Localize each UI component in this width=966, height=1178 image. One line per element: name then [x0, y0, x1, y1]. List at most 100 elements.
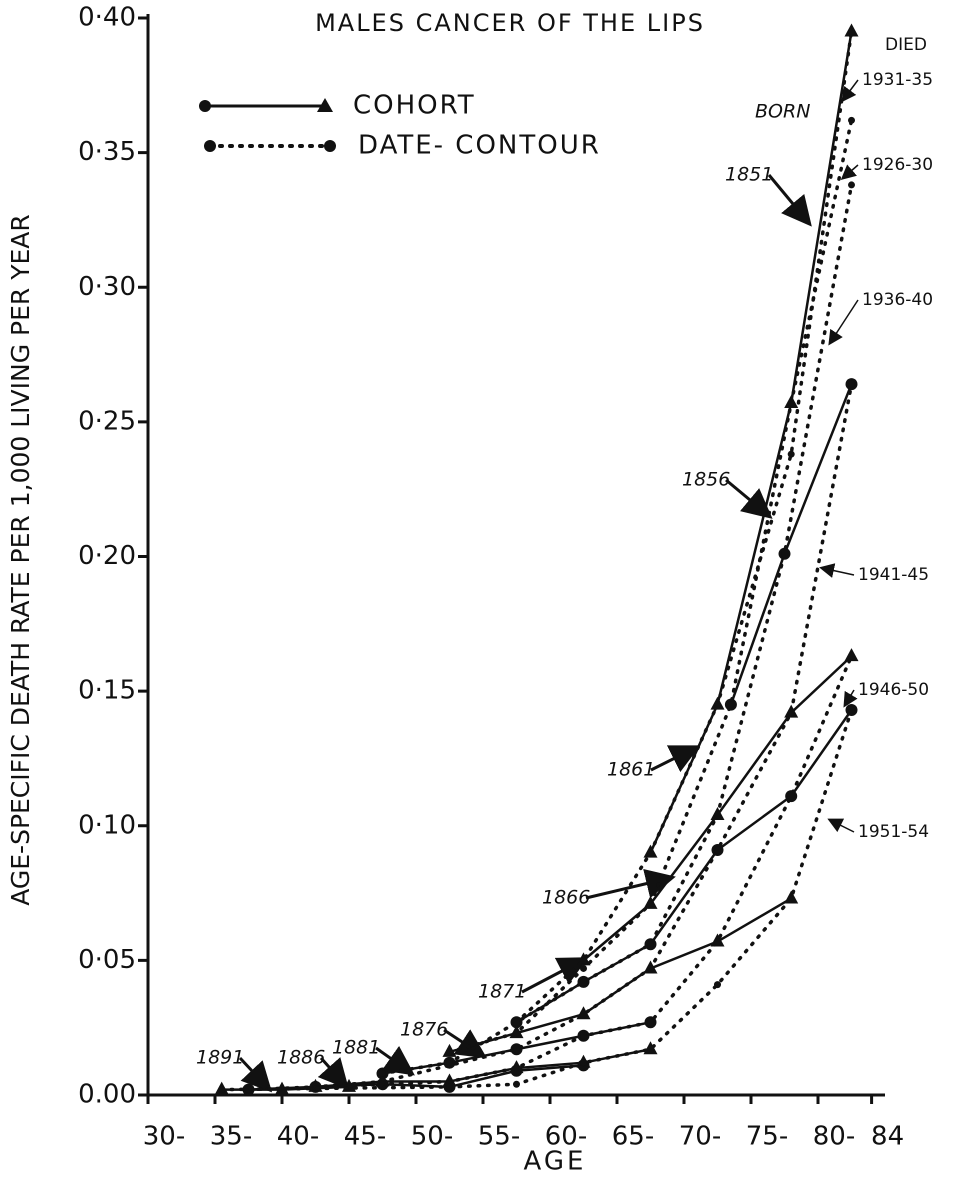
died-label: 1941-45 — [858, 565, 929, 585]
point — [714, 701, 721, 709]
point — [580, 964, 587, 972]
label-arrow — [840, 164, 859, 180]
point — [580, 956, 587, 964]
y-tick-label: 0·25 — [78, 406, 136, 436]
annotation: DIED — [885, 35, 927, 55]
label-arrow — [521, 957, 589, 994]
contour-line — [380, 183, 854, 1076]
cohort-line — [729, 382, 853, 706]
label-arrow — [725, 478, 773, 519]
legend-label: DATE- CONTOUR — [358, 131, 601, 161]
x-tick-label: 35- — [210, 1122, 252, 1152]
point — [580, 978, 587, 986]
point — [647, 1018, 654, 1026]
died-label: 1946-50 — [858, 680, 929, 700]
x-tick-label: 45- — [344, 1122, 386, 1152]
cohort-line — [649, 30, 853, 854]
point — [787, 894, 795, 902]
born-label: 1871 — [478, 981, 526, 1003]
label-arrow — [819, 563, 855, 578]
point — [513, 1045, 520, 1053]
point — [580, 1010, 587, 1018]
point — [513, 1029, 520, 1037]
label-arrow — [238, 1056, 273, 1093]
born-label: 1851 — [725, 164, 773, 186]
point — [218, 1086, 226, 1094]
point — [446, 1078, 453, 1086]
x-tick-label: 70- — [679, 1122, 721, 1152]
x-tick-label: 55- — [478, 1122, 520, 1152]
y-tick-label: 0·15 — [78, 676, 136, 706]
point — [446, 1083, 453, 1091]
label-arrow — [317, 1057, 349, 1090]
x-tick-label: 75- — [746, 1122, 788, 1152]
point — [781, 550, 788, 558]
y-tick-label: 0·05 — [78, 945, 136, 975]
point — [848, 380, 855, 388]
y-tick-label: 0·20 — [78, 541, 136, 571]
born-label: 1891 — [196, 1047, 244, 1069]
point — [513, 1080, 520, 1088]
label-arrow — [443, 1028, 488, 1059]
born-label: 1886 — [277, 1047, 325, 1069]
contour-line — [313, 382, 854, 1089]
point — [714, 811, 721, 819]
y-axis-label: AGE-SPECIFIC DEATH RATE PER 1,000 LIVING… — [6, 214, 35, 906]
point — [848, 181, 855, 189]
point — [787, 450, 795, 458]
x-tick-label: 60- — [545, 1122, 587, 1152]
contour-line — [447, 118, 854, 1054]
chart-title: MALES CANCER OF THE LIPS — [315, 9, 705, 37]
born-label: 1866 — [542, 887, 590, 909]
label-arrow — [843, 689, 858, 708]
point — [647, 900, 654, 908]
x-tick-label: 65- — [612, 1122, 654, 1152]
point — [580, 1032, 587, 1040]
point — [513, 1018, 520, 1026]
x-tick-label: 84 — [871, 1122, 904, 1152]
point — [714, 846, 721, 854]
y-tick-label: 0·40 — [78, 3, 136, 33]
point — [580, 1059, 587, 1067]
point — [787, 792, 795, 800]
died-label: 1931-35 — [862, 70, 933, 90]
label-arrow — [650, 745, 701, 773]
point — [727, 701, 735, 709]
label-arrow — [828, 299, 859, 346]
died-label: 1936-40 — [862, 290, 933, 310]
point — [848, 116, 855, 124]
label-arrow — [841, 79, 859, 103]
x-axis-label: AGE — [524, 1147, 587, 1177]
y-tick-label: 0·10 — [78, 810, 136, 840]
legend-marker — [204, 140, 216, 152]
legend-marker — [317, 98, 333, 112]
label-arrow — [767, 174, 812, 227]
contour-line — [514, 29, 854, 1025]
point — [848, 652, 855, 660]
born-label: 1861 — [607, 759, 655, 781]
y-tick-label: 0·35 — [78, 137, 136, 167]
y-tick-label: 0·30 — [78, 272, 136, 302]
point — [714, 981, 721, 989]
label-arrow — [585, 868, 676, 900]
point — [848, 27, 855, 35]
label-arrow — [375, 1045, 415, 1076]
point — [848, 706, 855, 714]
point — [275, 1081, 289, 1095]
point — [714, 938, 721, 946]
x-tick-label: 40- — [277, 1122, 319, 1152]
x-tick-label: 50- — [411, 1122, 453, 1152]
legend-marker — [199, 100, 211, 112]
point — [513, 1064, 520, 1072]
born-label: 1881 — [332, 1037, 380, 1059]
point — [787, 709, 795, 717]
y-tick-label: 0.00 — [78, 1080, 136, 1110]
legend-marker — [324, 140, 336, 152]
x-tick-label: 80- — [813, 1122, 855, 1152]
died-label: 1926-30 — [862, 155, 933, 175]
legend-label: COHORT — [353, 91, 476, 121]
point — [379, 1069, 386, 1077]
point — [647, 849, 654, 857]
contour-line — [219, 708, 854, 1092]
